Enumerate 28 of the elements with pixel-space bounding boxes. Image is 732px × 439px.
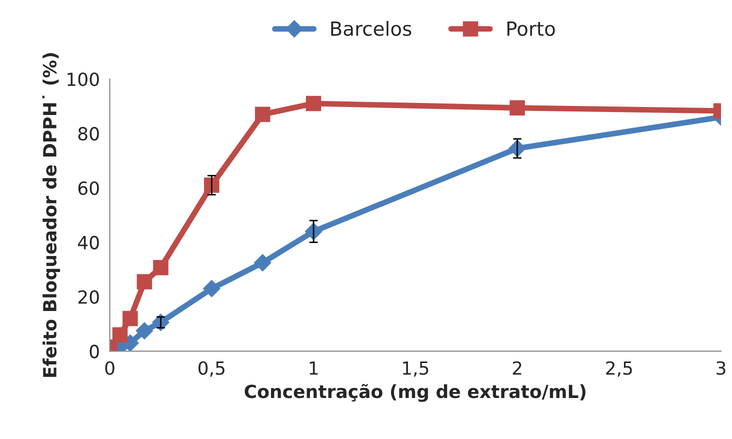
x-tick-label: 3 [716, 361, 726, 375]
y-tick-label: 60 [78, 181, 99, 196]
x-tick-label: 1,5 [403, 361, 428, 377]
point [122, 310, 138, 326]
x-tick-label: 0,5 [198, 361, 224, 377]
point [153, 260, 168, 276]
y-tick-label: 0 [90, 344, 99, 358]
point [254, 106, 270, 122]
x-tick-label: 2,5 [606, 361, 632, 377]
x-tick-label: 1 [310, 361, 318, 375]
point [306, 96, 322, 112]
y-axis-title: Efeito Bloqueador de DPPH˙ (%) [42, 53, 60, 377]
y-tick-label: 80 [78, 126, 99, 141]
y-tick-label: 100 [68, 72, 99, 86]
x-axis-title: Concentração (mg de extrato/mL) [244, 384, 586, 402]
point [136, 322, 154, 340]
y-tick-label: 40 [78, 236, 99, 250]
x-tick-label: 2 [512, 361, 522, 375]
legend-label: Barcelos [331, 20, 412, 36]
point [204, 178, 220, 193]
point [202, 280, 221, 298]
point [254, 254, 272, 272]
legend-label: Porto [507, 22, 555, 36]
point [112, 327, 128, 343]
point [510, 100, 525, 116]
x-tick-label: 0 [105, 361, 114, 375]
point [136, 274, 152, 290]
y-tick-label: 20 [78, 290, 99, 304]
